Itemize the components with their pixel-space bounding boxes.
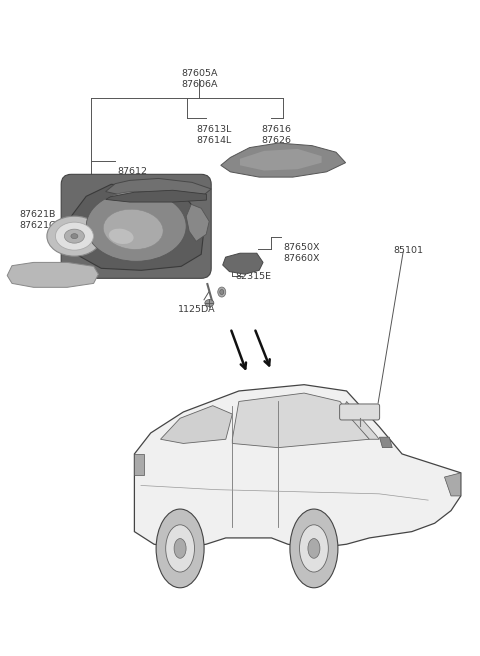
Text: 87605A
87606A: 87605A 87606A	[181, 69, 217, 89]
Ellipse shape	[166, 525, 194, 572]
Ellipse shape	[205, 300, 214, 306]
Ellipse shape	[300, 525, 328, 572]
Polygon shape	[7, 262, 98, 287]
Text: 87612
87622: 87612 87622	[118, 167, 148, 188]
Polygon shape	[232, 393, 370, 447]
Polygon shape	[134, 384, 461, 548]
Polygon shape	[186, 204, 209, 241]
Text: 87616
87626: 87616 87626	[261, 125, 291, 145]
FancyBboxPatch shape	[340, 404, 380, 420]
Polygon shape	[444, 473, 461, 496]
Ellipse shape	[47, 216, 102, 256]
Ellipse shape	[103, 209, 163, 249]
Ellipse shape	[109, 229, 133, 244]
Text: 1125DA: 1125DA	[178, 305, 216, 314]
Ellipse shape	[290, 509, 338, 588]
Polygon shape	[380, 437, 392, 447]
Polygon shape	[69, 184, 203, 270]
Ellipse shape	[55, 222, 94, 250]
Ellipse shape	[86, 192, 186, 261]
Text: 87621B
87621C: 87621B 87621C	[19, 210, 56, 230]
Polygon shape	[223, 253, 263, 274]
Ellipse shape	[174, 539, 186, 558]
Ellipse shape	[64, 229, 84, 243]
Polygon shape	[240, 149, 322, 171]
Polygon shape	[343, 401, 379, 440]
FancyBboxPatch shape	[61, 174, 211, 278]
Polygon shape	[106, 178, 211, 200]
Text: 87650X
87660X: 87650X 87660X	[283, 243, 320, 263]
Ellipse shape	[71, 234, 78, 239]
Ellipse shape	[308, 539, 320, 558]
Text: 87613L
87614L: 87613L 87614L	[196, 125, 231, 145]
Polygon shape	[134, 454, 144, 475]
Polygon shape	[160, 405, 232, 443]
Text: 85101: 85101	[394, 246, 423, 255]
Polygon shape	[106, 190, 206, 202]
Polygon shape	[221, 143, 346, 177]
Ellipse shape	[220, 289, 224, 295]
Ellipse shape	[156, 509, 204, 588]
Text: 82315E: 82315E	[235, 272, 271, 281]
Ellipse shape	[218, 287, 226, 297]
